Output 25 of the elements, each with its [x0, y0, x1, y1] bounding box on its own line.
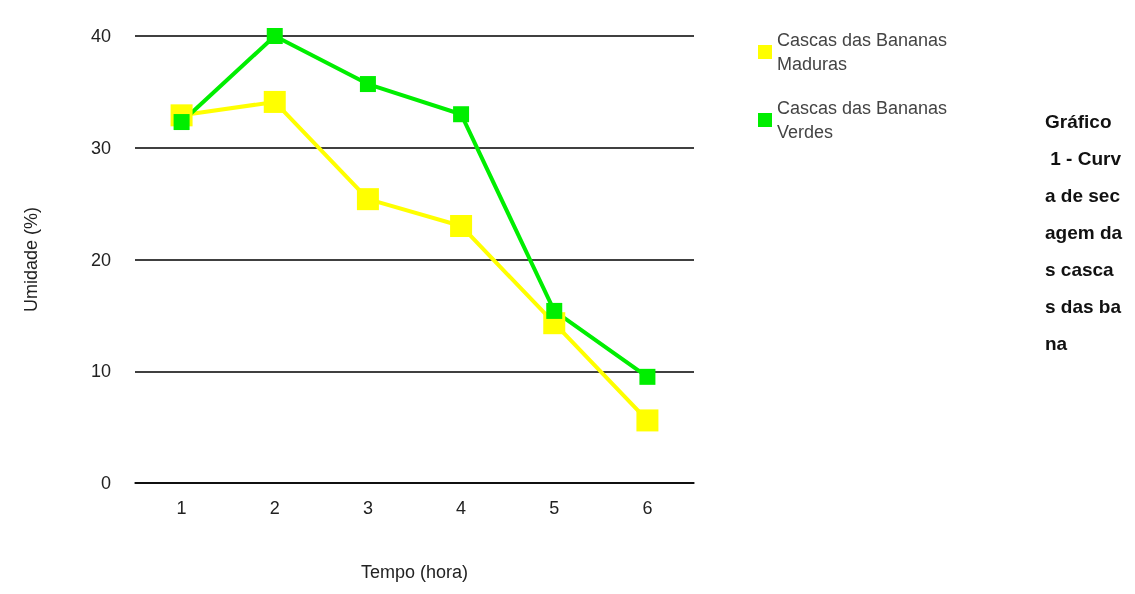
- point: [263, 90, 286, 113]
- y-tick-label: 20: [90, 249, 111, 270]
- x-tick-label: 6: [642, 498, 653, 518]
- legend-label: Cascas das Bananas Verdes: [777, 98, 953, 142]
- y-tick-label: 10: [90, 361, 111, 382]
- text: Gráfico 1 - Curva de secagem das cascas das bana: [1045, 111, 1123, 354]
- point: [356, 188, 379, 211]
- point: [453, 106, 470, 123]
- x-tick-label: 5: [549, 498, 560, 518]
- y-axis-title: Umidade (%): [21, 206, 41, 313]
- y-tick-label: 40: [90, 26, 111, 46]
- y-tick-label: 30: [90, 137, 111, 158]
- point: [450, 214, 473, 237]
- point: [359, 76, 376, 93]
- x-axis-title: Tempo (hora): [360, 562, 469, 582]
- point: [546, 302, 563, 319]
- x-tick-label: 4: [456, 498, 467, 518]
- y-tick-label: 0: [100, 473, 111, 493]
- point: [266, 28, 283, 44]
- x-tick-label: 3: [362, 498, 373, 518]
- point: [636, 409, 659, 432]
- point: [639, 368, 656, 385]
- x-tick-label: 2: [269, 498, 280, 518]
- legend-label: Cascas das Bananas Maduras: [777, 30, 953, 74]
- x-tick-label: 1: [176, 498, 187, 518]
